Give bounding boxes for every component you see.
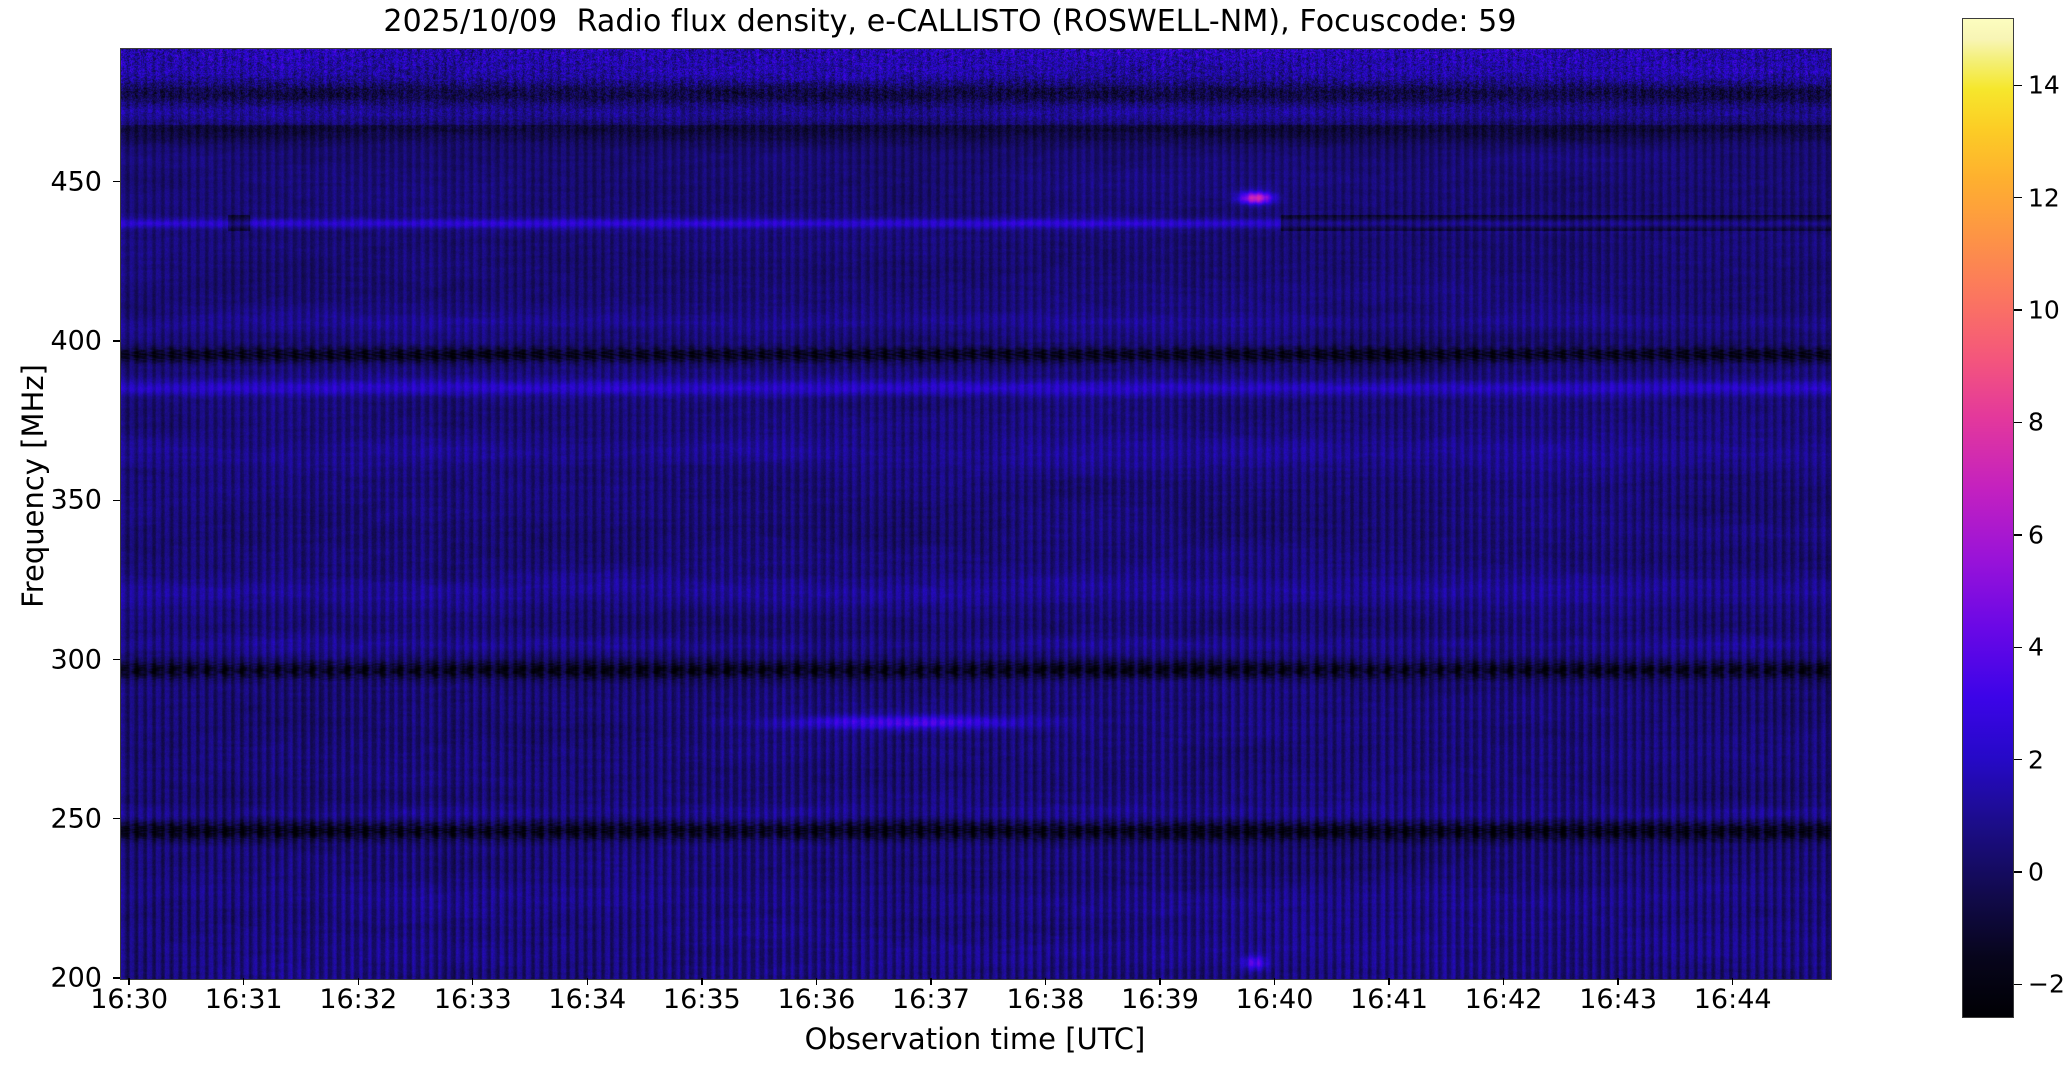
x-tick-mark [701, 978, 703, 985]
x-tick-label: 16:37 [891, 984, 970, 1015]
colorbar-tick-label: 6 [2028, 520, 2044, 550]
colorbar-tick-mark [2014, 309, 2022, 311]
y-tick-mark [113, 340, 120, 342]
colorbar-tick-label: 0 [2028, 857, 2044, 887]
y-tick-label: 200 [50, 962, 102, 994]
y-tick-label: 300 [50, 644, 102, 675]
x-tick-mark [586, 978, 588, 985]
x-axis-label: Observation time [UTC] [804, 1022, 1146, 1056]
plot-area [120, 48, 1832, 980]
x-tick-label: 16:40 [1235, 984, 1314, 1015]
y-tick-label: 350 [50, 484, 102, 516]
y-tick-mark [113, 977, 120, 979]
colorbar-tick-mark [2014, 534, 2022, 536]
figure-title: 2025/10/09 Radio flux density, e-CALLIST… [383, 4, 1517, 39]
colorbar-tick-mark [2014, 758, 2022, 761]
x-tick-mark [1388, 978, 1390, 985]
x-tick-label: 16:31 [204, 984, 283, 1015]
y-tick-mark [113, 658, 120, 661]
y-tick-label: 250 [50, 803, 102, 835]
x-tick-mark [1502, 978, 1505, 985]
colorbar-tick-label: 12 [2028, 183, 2060, 213]
colorbar-tick-label: 14 [2028, 70, 2060, 100]
x-tick-mark [472, 978, 474, 985]
x-tick-mark [930, 978, 932, 985]
colorbar-tick-label: 10 [2028, 295, 2060, 325]
colorbar-tick-mark [2014, 983, 2022, 985]
colorbar-tick-label: 2 [2028, 745, 2044, 775]
x-tick-mark [1044, 978, 1047, 985]
y-tick-mark [113, 818, 120, 820]
colorbar-gradient [1962, 18, 2014, 1018]
x-tick-label: 16:43 [1579, 984, 1658, 1015]
spectrogram-image [121, 49, 1831, 979]
x-tick-label: 16:38 [1006, 984, 1085, 1015]
x-tick-label: 16:42 [1464, 984, 1543, 1015]
x-tick-mark [1159, 978, 1161, 985]
x-tick-label: 16:30 [90, 984, 169, 1015]
x-tick-mark [1731, 978, 1734, 985]
colorbar-tick-mark [2014, 197, 2022, 199]
x-tick-mark [357, 978, 359, 985]
x-tick-mark [1617, 978, 1619, 985]
colorbar: −2 0 2 4 6 8 10 12 14 [1962, 18, 2065, 1018]
x-tick-label: 16:39 [1121, 984, 1199, 1015]
x-tick-mark [815, 978, 818, 985]
x-tick-mark [1273, 978, 1276, 985]
x-tick-mark [242, 978, 245, 985]
x-tick-label: 16:36 [777, 984, 856, 1015]
colorbar-tick-mark [2014, 421, 2022, 424]
x-tick-label: 16:32 [319, 984, 398, 1015]
x-tick-label: 16:44 [1693, 984, 1772, 1015]
colorbar-tick-label: 4 [2028, 632, 2044, 662]
colorbar-tick-label: 8 [2028, 407, 2044, 437]
colorbar-tick-mark [2014, 84, 2022, 87]
x-tick-label: 16:33 [433, 984, 512, 1015]
y-tick-mark [113, 499, 120, 501]
y-tick-label: 450 [50, 166, 102, 198]
y-tick-label: 400 [50, 325, 102, 357]
colorbar-tick-label: −2 [2028, 969, 2065, 999]
colorbar-tick-mark [2014, 646, 2022, 648]
y-axis-label: Frequency [MHz] [16, 364, 50, 608]
y-tick-mark [113, 181, 120, 183]
x-tick-mark [128, 978, 130, 985]
x-tick-label: 16:41 [1350, 984, 1428, 1015]
x-tick-label: 16:34 [548, 984, 627, 1015]
colorbar-tick-mark [2014, 871, 2022, 873]
spectrogram-canvas [121, 49, 1831, 979]
x-tick-label: 16:35 [662, 984, 741, 1015]
